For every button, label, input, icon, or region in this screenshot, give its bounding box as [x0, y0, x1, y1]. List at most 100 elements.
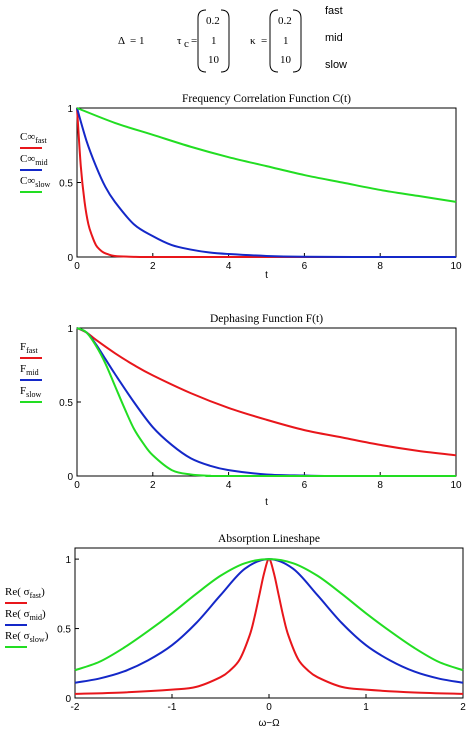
- series-line-fast: [76, 327, 457, 457]
- series-line-slow: [76, 107, 457, 203]
- x-tick-label: 0: [266, 702, 272, 713]
- regime-label-slow: slow: [325, 59, 347, 71]
- tau-symbol: τ: [177, 35, 182, 47]
- chart-panel-3: Absorption Lineshape -2 -1 0 1 2 0 0.5 1 ω−Ω Re( σ…: [5, 533, 466, 729]
- series-line-slow: [76, 327, 457, 478]
- legend-subscript: slow: [35, 180, 50, 189]
- chart-panel-2: Dephasing Function F(t) 0 2 4 6 8 10 0 0.5 1 t Ffas…: [20, 313, 462, 508]
- x-tick-label: 10: [450, 480, 462, 491]
- x-tick-label: 1: [363, 702, 369, 713]
- plot-frame: [76, 107, 457, 258]
- legend-label-fast: Ffast: [20, 341, 38, 355]
- x-tick-label: 2: [150, 480, 156, 491]
- legend-main-text: C∞: [20, 175, 35, 187]
- kappa-value-mid: 1: [283, 35, 289, 47]
- y-tick-label: 0.5: [59, 398, 73, 409]
- x-tick-label: -1: [168, 702, 177, 713]
- chart-title: Frequency Correlation Function C(t): [182, 93, 351, 105]
- legend-label-slow: Re( σslow): [5, 630, 49, 644]
- legend-label-slow: Fslow: [20, 385, 41, 399]
- x-axis-label: t: [265, 270, 268, 281]
- kappa-symbol: κ: [250, 35, 256, 47]
- plot-frame: [74, 547, 464, 699]
- legend-label-mid: C∞mid: [20, 153, 48, 167]
- chart-title: Dephasing Function F(t): [210, 313, 323, 325]
- legend-label-mid: Fmid: [20, 363, 39, 377]
- legend-main-text: Re( σ: [5, 608, 30, 620]
- series-line-slow: [74, 558, 464, 672]
- series-line-mid: [76, 327, 457, 478]
- tau-value-slow: 10: [208, 54, 220, 66]
- x-tick-label: 4: [226, 261, 232, 272]
- y-tick-label: 0: [67, 253, 73, 264]
- tau-subscript: c: [184, 38, 189, 50]
- series-line-mid: [74, 558, 464, 684]
- legend-main-text: Re( σ: [5, 586, 30, 598]
- legend-subscript: fast: [26, 346, 38, 355]
- legend-close-paren: ): [45, 630, 49, 642]
- x-tick-label: 4: [226, 480, 232, 491]
- legend-label-mid: Re( σmid): [5, 608, 46, 622]
- legend-subscript: mid: [26, 368, 38, 377]
- kappa-equals: =: [261, 35, 267, 47]
- legend-label-slow: C∞slow: [20, 175, 51, 189]
- legend-subscript: slow: [26, 390, 41, 399]
- tau-left-paren: [197, 9, 207, 73]
- parameter-header: Δ = 1 τ c = 0.2 1 10 κ = 0.2 1 10 fast m…: [118, 5, 347, 73]
- chart-group: Frequency Correlation Function C(t) 0 2 4 6 8…: [5, 93, 466, 729]
- series-line-fast: [76, 107, 456, 259]
- legend: Re( σfast)Re( σmid)Re( σslow): [5, 586, 49, 648]
- kappa-left-paren: [269, 9, 279, 73]
- legend-main-text: F: [20, 385, 26, 397]
- legend-subscript: slow: [30, 635, 45, 644]
- x-tick-label: 2: [150, 261, 156, 272]
- legend-main-text: C∞: [20, 131, 35, 143]
- y-tick-label: 1: [67, 324, 73, 335]
- x-tick-label: 8: [377, 480, 383, 491]
- tau-equals: =: [191, 35, 197, 47]
- y-tick-label: 0.5: [59, 179, 73, 190]
- x-axis-label: t: [265, 497, 268, 508]
- y-tick-label: 0: [65, 694, 71, 705]
- legend-subscript: fast: [35, 136, 47, 145]
- tau-value-mid: 1: [211, 35, 217, 47]
- tau-value-fast: 0.2: [206, 15, 220, 27]
- delta-symbol: Δ: [118, 35, 125, 47]
- legend-subscript: fast: [30, 591, 42, 600]
- delta-equation: = 1: [130, 35, 144, 47]
- x-tick-label: 0: [74, 480, 80, 491]
- x-tick-label: -2: [71, 702, 80, 713]
- regime-label-mid: mid: [325, 32, 343, 44]
- legend-subscript: mid: [30, 613, 42, 622]
- y-tick-label: 1: [67, 104, 73, 115]
- x-tick-label: 6: [302, 261, 308, 272]
- legend-main-text: Re( σ: [5, 630, 30, 642]
- legend-subscript: mid: [35, 158, 47, 167]
- legend-close-paren: ): [42, 608, 46, 620]
- series-line-fast: [74, 558, 464, 695]
- legend-close-paren: ): [41, 586, 45, 598]
- y-tick-label: 1: [65, 555, 71, 566]
- legend-main-text: F: [20, 341, 26, 353]
- x-axis-label: ω−Ω: [258, 718, 280, 729]
- y-tick-label: 0: [67, 472, 73, 483]
- tau-right-paren: [220, 9, 230, 73]
- chart-title: Absorption Lineshape: [218, 533, 320, 545]
- x-tick-label: 8: [377, 261, 383, 272]
- kappa-right-paren: [292, 9, 302, 73]
- x-tick-label: 2: [460, 702, 466, 713]
- legend-label-fast: Re( σfast): [5, 586, 45, 600]
- legend-main-text: C∞: [20, 153, 35, 165]
- x-tick-label: 0: [74, 261, 80, 272]
- legend-label-fast: C∞fast: [20, 131, 48, 145]
- series-line-mid: [76, 107, 457, 259]
- chart-panel-1: Frequency Correlation Function C(t) 0 2 4 6 8…: [20, 93, 462, 281]
- kappa-value-fast: 0.2: [278, 15, 292, 27]
- legend-main-text: F: [20, 363, 26, 375]
- y-tick-label: 0.5: [57, 625, 71, 636]
- x-tick-label: 6: [302, 480, 308, 491]
- regime-label-fast: fast: [325, 5, 343, 17]
